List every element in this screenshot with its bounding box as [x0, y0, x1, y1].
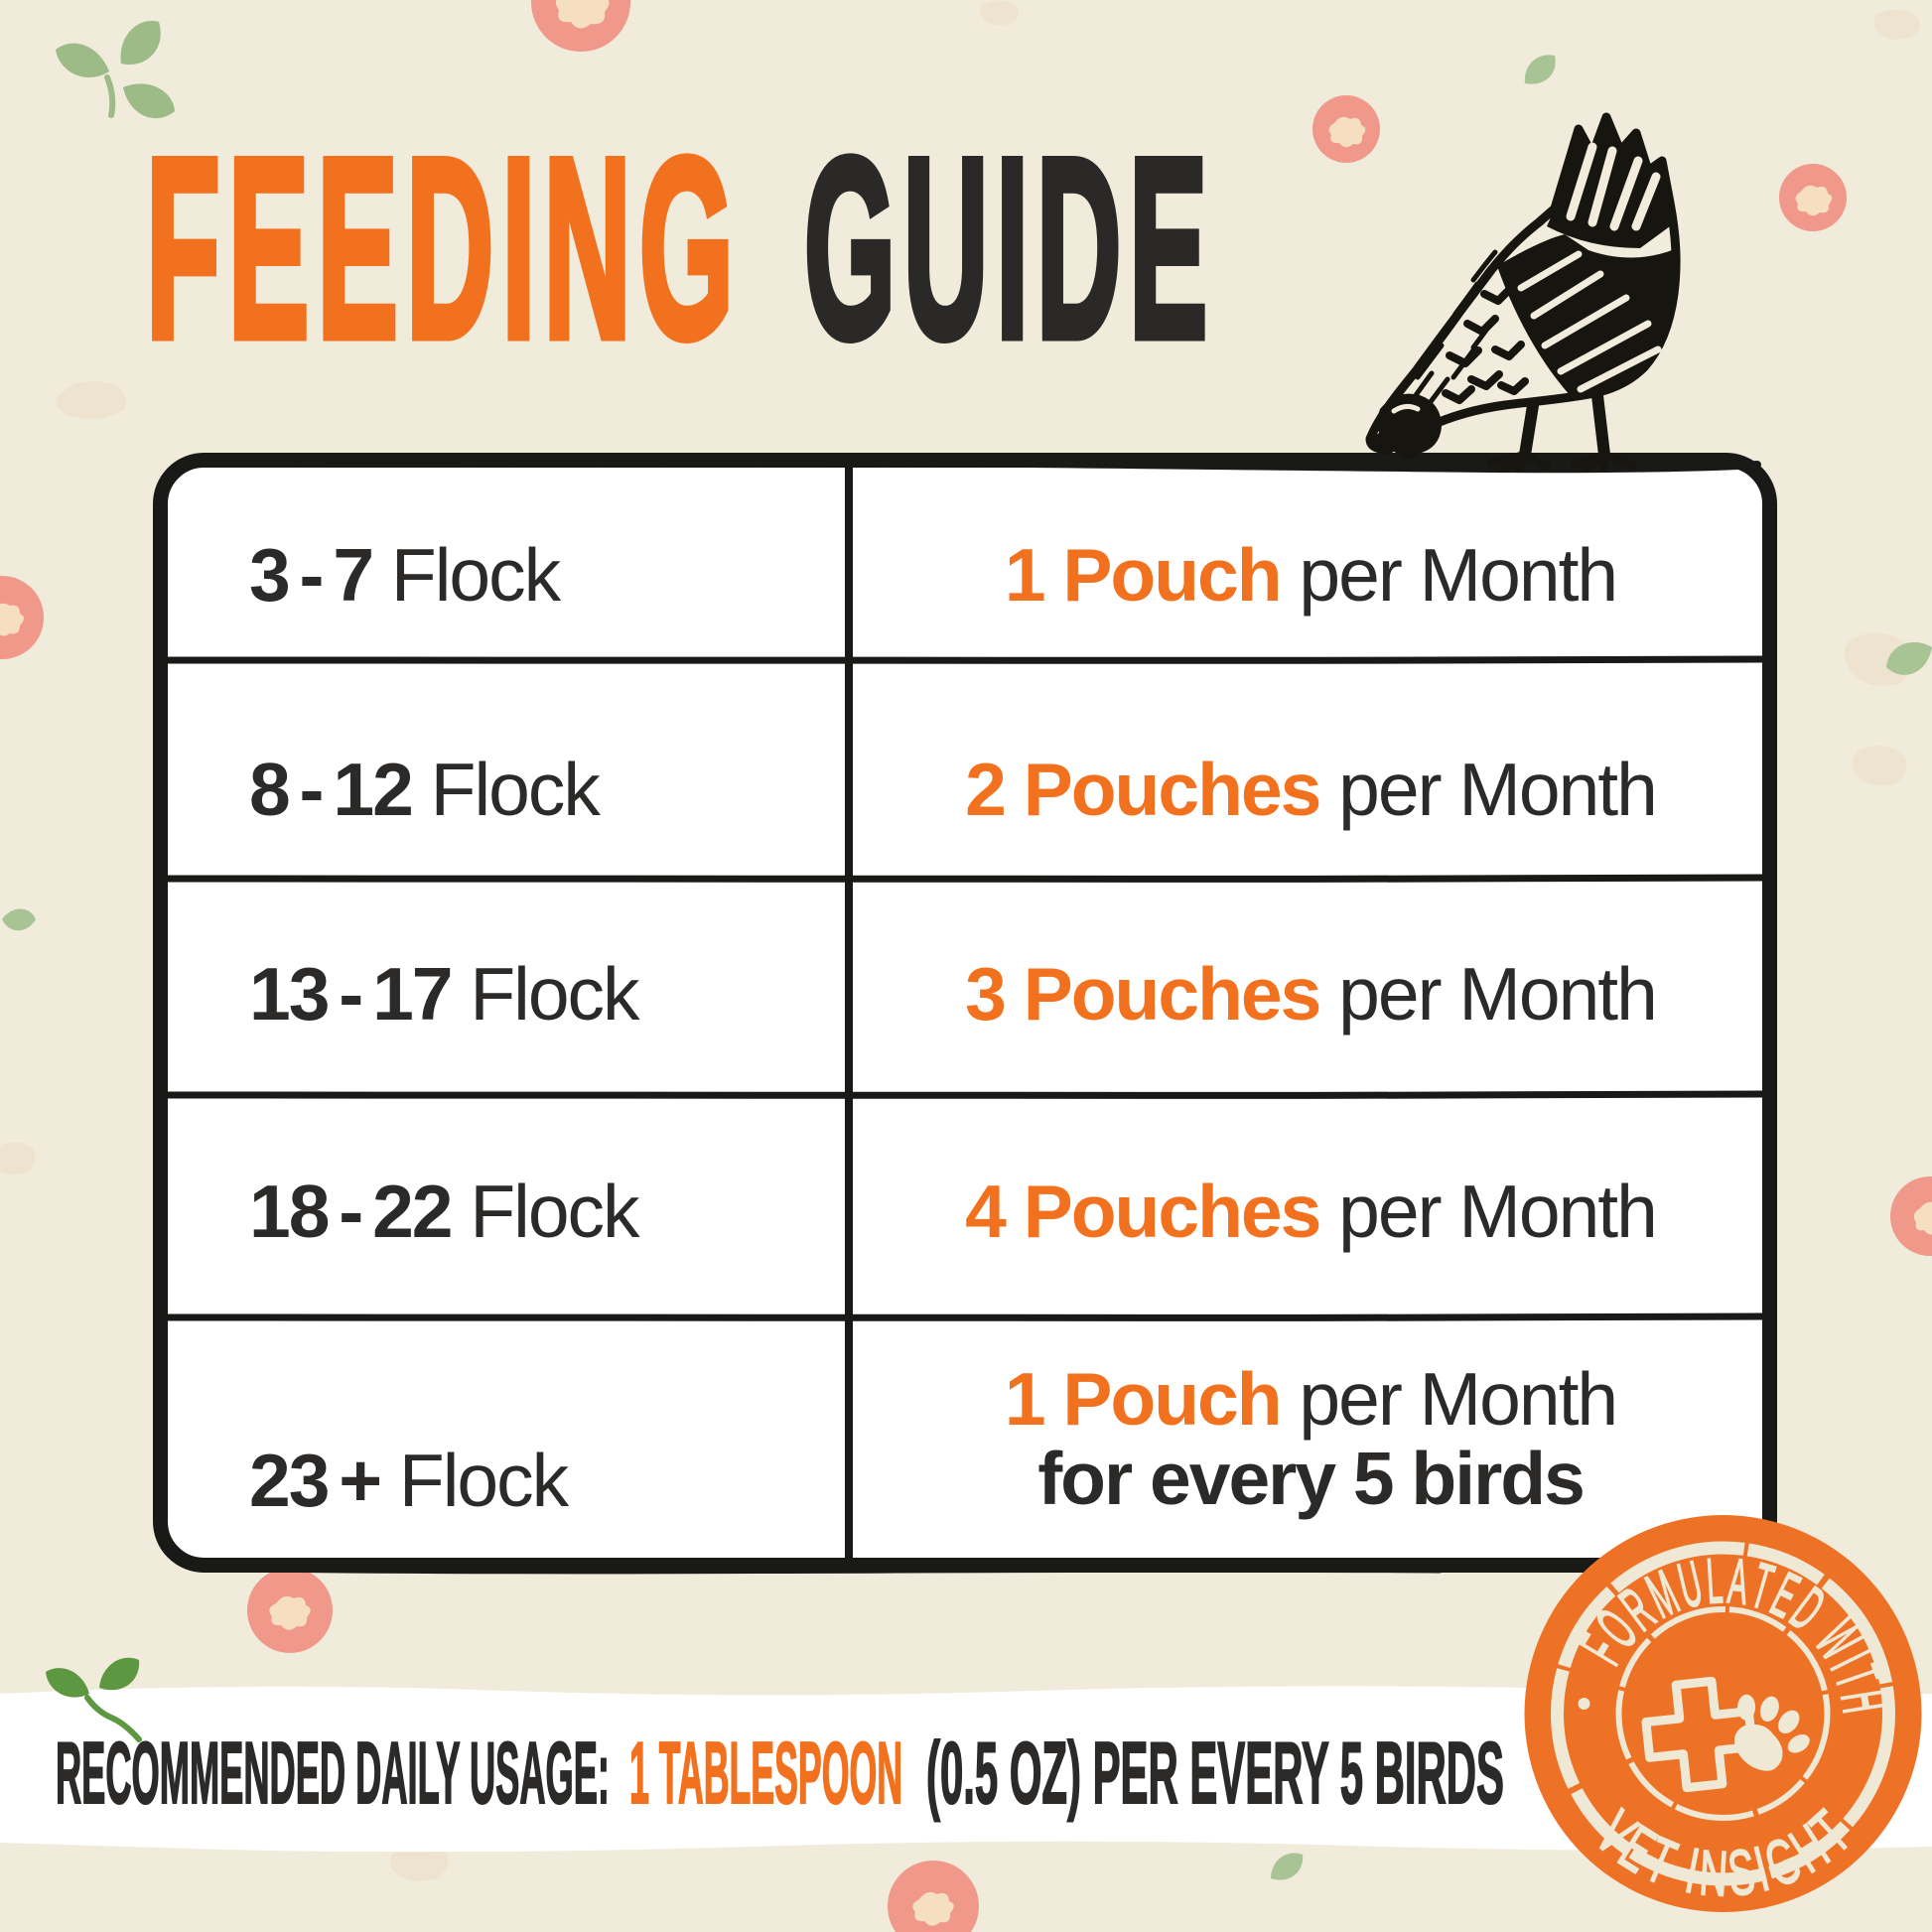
svg-text:23 + Flock: 23 + Flock	[249, 1439, 570, 1522]
svg-text:18 - 22 Flock: 18 - 22 Flock	[249, 1170, 640, 1253]
svg-text:L: L	[1705, 1545, 1725, 1617]
svg-text:2 Pouches per Month: 2 Pouches per Month	[965, 748, 1656, 831]
svg-text:1 TABLESPOON: 1 TABLESPOON	[629, 1724, 902, 1822]
svg-text:N: N	[1698, 1838, 1729, 1910]
svg-text:8 - 12 Flock: 8 - 12 Flock	[249, 748, 601, 831]
svg-text:3 Pouches per Month: 3 Pouches per Month	[965, 952, 1656, 1035]
svg-text:1 Pouch per Month: 1 Pouch per Month	[1005, 533, 1616, 617]
svg-text:3 - 7 Flock: 3 - 7 Flock	[249, 533, 562, 617]
svg-text:GUIDE: GUIDE	[804, 104, 1215, 391]
svg-text:4 Pouches per Month: 4 Pouches per Month	[965, 1170, 1656, 1253]
svg-text:1 Pouch per Month: 1 Pouch per Month	[1005, 1357, 1616, 1441]
svg-text:RECOMMENDED DAILY USAGE:: RECOMMENDED DAILY USAGE:	[56, 1724, 610, 1822]
svg-text:13 - 17 Flock: 13 - 17 Flock	[249, 952, 640, 1035]
svg-text:for every 5 birds: for every 5 birds	[1037, 1437, 1584, 1520]
svg-text:(0.5 OZ) PER EVERY 5 BIRDS: (0.5 OZ) PER EVERY 5 BIRDS	[926, 1724, 1504, 1822]
svg-text:FEEDING: FEEDING	[146, 104, 742, 391]
